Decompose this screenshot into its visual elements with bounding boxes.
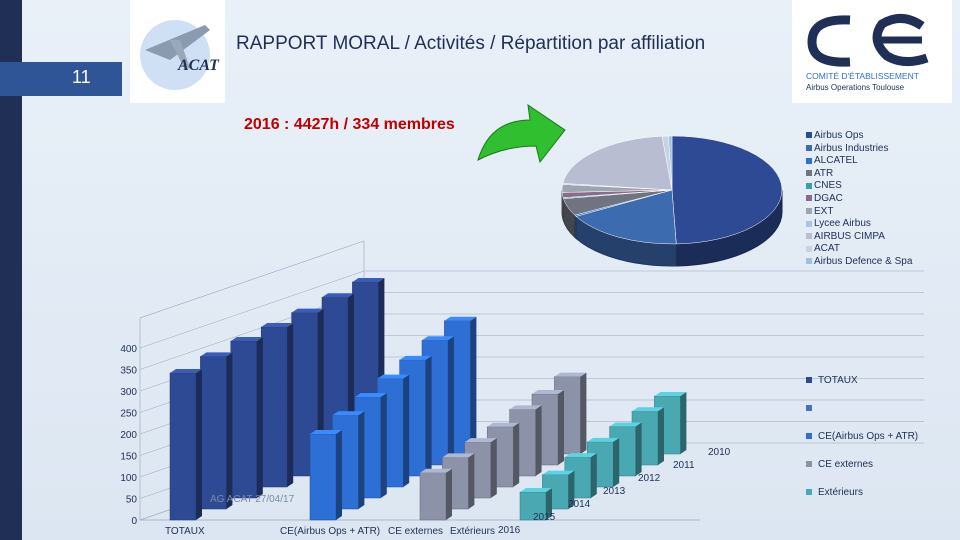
legend-swatch bbox=[806, 195, 812, 202]
bar bbox=[419, 468, 452, 521]
legend-swatch bbox=[806, 377, 812, 384]
svg-text:COMITÉ D'ÉTABLISSEMENT: COMITÉ D'ÉTABLISSEMENT bbox=[806, 71, 919, 81]
gridline bbox=[139, 270, 365, 349]
pie-legend-label: EXT bbox=[814, 205, 834, 217]
ce-logo: COMITÉ D'ÉTABLISSEMENT Airbus Operations… bbox=[792, 0, 952, 103]
pie-slice bbox=[671, 135, 783, 245]
category-label: Extérieurs bbox=[450, 526, 495, 537]
series-depth-label: 2013 bbox=[603, 486, 626, 497]
bar bbox=[309, 430, 342, 521]
pie-legend-label: Airbus Ops bbox=[814, 130, 864, 141]
y-tick-label: 0 bbox=[131, 516, 137, 527]
pie-legend-item: Airbus Industries bbox=[806, 143, 888, 154]
pie-legend-label: ALCATEL bbox=[814, 155, 858, 167]
legend-swatch bbox=[806, 489, 812, 496]
legend-swatch bbox=[806, 258, 812, 265]
legend-swatch bbox=[806, 157, 812, 164]
y-tick-label: 400 bbox=[120, 344, 137, 355]
series-depth-label: 2012 bbox=[638, 473, 661, 484]
watermark: AG ACAT 27/04/17 bbox=[210, 494, 295, 505]
pie-legend-item: EXT bbox=[806, 206, 833, 217]
bar-legend-item bbox=[806, 403, 818, 414]
category-label: CE externes bbox=[388, 526, 443, 537]
legend-swatch bbox=[806, 220, 812, 227]
chart-subtitle: 2016 : 4427h / 334 membres bbox=[244, 116, 455, 133]
legend-swatch bbox=[806, 433, 812, 440]
pie-legend-label: AIRBUS CIMPA bbox=[814, 230, 885, 242]
pie-legend-label: Airbus Defence & Spa bbox=[814, 256, 913, 267]
y-tick-label: 50 bbox=[126, 495, 138, 506]
legend-swatch bbox=[806, 170, 812, 177]
svg-text:Airbus Operations Toulouse: Airbus Operations Toulouse bbox=[806, 83, 905, 92]
legend-swatch bbox=[806, 132, 812, 139]
legend-swatch bbox=[806, 405, 812, 412]
slide-number-tab: 11 bbox=[0, 62, 122, 96]
pie-legend-item: Airbus Ops bbox=[806, 130, 863, 141]
y-tick-label: 300 bbox=[120, 387, 137, 398]
category-label: CE(Airbus Ops + ATR) bbox=[280, 526, 380, 537]
pie-legend-label: ATR bbox=[814, 167, 834, 179]
bar-legend-item: Extérieurs bbox=[806, 487, 863, 498]
series-depth-label: 2016 bbox=[498, 525, 521, 536]
bar-legend-label: Extérieurs bbox=[818, 487, 864, 498]
bar bbox=[260, 323, 294, 488]
bar bbox=[586, 437, 620, 488]
pie-legend-item: AIRBUS CIMPA bbox=[806, 231, 885, 242]
series-depth-label: 2014 bbox=[568, 499, 591, 510]
pie-legend-item: ALCATEL bbox=[806, 155, 858, 166]
bar-legend-label: TOTAUX bbox=[818, 375, 858, 386]
pie-legend-label: CNES bbox=[814, 180, 842, 192]
pie-legend-item: DGAC bbox=[806, 193, 843, 204]
bar bbox=[200, 352, 233, 510]
y-tick-label: 150 bbox=[120, 452, 137, 463]
bar bbox=[169, 368, 202, 521]
series-depth-label: 2010 bbox=[708, 447, 731, 458]
slide-number: 11 bbox=[72, 67, 91, 87]
bar-legend-item: TOTAUX bbox=[806, 375, 858, 386]
legend-swatch bbox=[806, 144, 812, 151]
y-tick-label: 100 bbox=[120, 473, 137, 484]
category-label: TOTAUX bbox=[165, 526, 205, 537]
pie-slice bbox=[668, 135, 673, 191]
pie-legend-item: ATR bbox=[806, 168, 833, 179]
legend-swatch bbox=[806, 245, 812, 252]
acat-logo: ACAT bbox=[130, 0, 225, 103]
left-strip bbox=[0, 0, 22, 540]
pie-slice bbox=[575, 189, 677, 245]
pie-legend-item: CNES bbox=[806, 180, 842, 191]
svg-text:ACAT: ACAT bbox=[177, 57, 220, 74]
series-depth-label: 2015 bbox=[533, 512, 556, 523]
legend-swatch bbox=[806, 207, 812, 214]
legend-swatch bbox=[806, 182, 812, 189]
bar bbox=[230, 337, 263, 499]
series-depth-label: 2011 bbox=[673, 460, 695, 471]
legend-swatch bbox=[806, 461, 812, 468]
pie-legend-label: DGAC bbox=[814, 193, 843, 204]
green-arrow-icon bbox=[477, 103, 566, 164]
bar-legend-label: CE(Airbus Ops + ATR) bbox=[818, 431, 919, 442]
legend-swatch bbox=[806, 233, 812, 240]
page-title: RAPPORT MORAL / Activités / Répartition … bbox=[236, 33, 706, 54]
pie-legend-item: ACAT bbox=[806, 243, 840, 254]
pie-legend-label: Lycee Airbus bbox=[814, 218, 871, 230]
bar-legend-label: CE externes bbox=[818, 459, 874, 470]
pie-legend-item: Lycee Airbus bbox=[806, 218, 871, 229]
pie-legend-label: Airbus Industries bbox=[814, 142, 889, 154]
pie-legend-item: Airbus Defence & Spa bbox=[806, 256, 912, 267]
y-tick-label: 350 bbox=[120, 366, 137, 377]
ce-mark-icon: COMITÉ D'ÉTABLISSEMENT Airbus Operations… bbox=[806, 14, 929, 92]
pie-legend-label: ACAT bbox=[814, 243, 840, 255]
y-tick-label: 250 bbox=[120, 409, 137, 420]
bar bbox=[519, 488, 552, 521]
bar-legend-item: CE(Airbus Ops + ATR) bbox=[806, 431, 918, 442]
bar-legend-item: CE externes bbox=[806, 459, 873, 470]
plane-icon: ACAT bbox=[140, 20, 220, 90]
y-tick-label: 200 bbox=[120, 430, 137, 441]
pie-slice bbox=[562, 135, 673, 191]
